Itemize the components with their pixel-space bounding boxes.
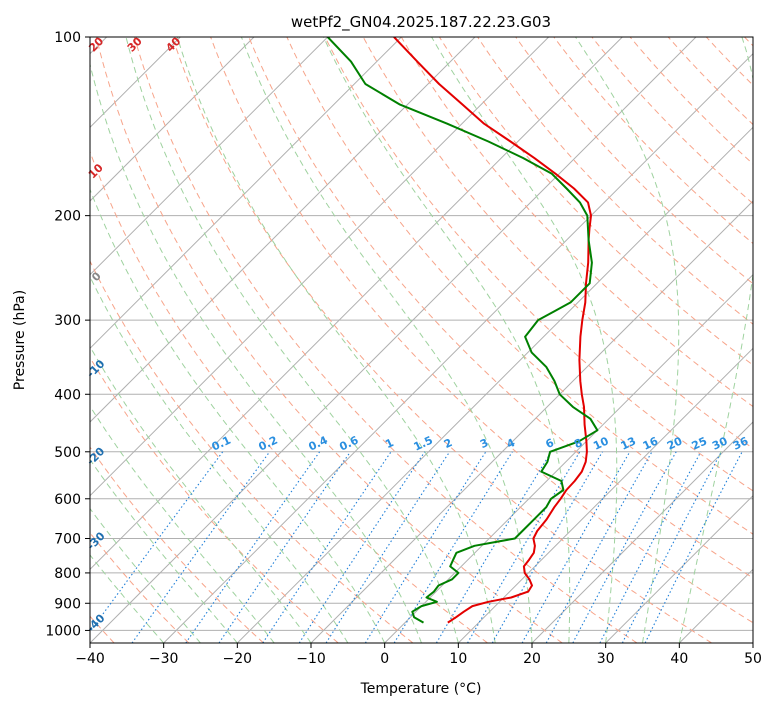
isotherm <box>384 273 753 643</box>
mixing-ratio-label: 13 <box>619 434 638 452</box>
dry-adiabat <box>210 37 753 624</box>
dry-adiabat <box>90 446 264 643</box>
y-tick-label: 200 <box>54 209 81 225</box>
x-tick-label: −30 <box>149 651 179 667</box>
y-tick-label: 900 <box>54 596 81 612</box>
isotherm <box>457 347 753 643</box>
mixing-ratio-label: 20 <box>665 434 685 452</box>
dry-adiabat <box>95 37 563 643</box>
y-tick-label: 500 <box>54 445 81 461</box>
mixing-ratio-line <box>298 451 426 643</box>
y-tick-label: 800 <box>54 566 81 582</box>
dry-adiabat <box>324 37 753 492</box>
x-tick-label: 30 <box>597 651 615 667</box>
dewpoint-line <box>326 37 599 624</box>
isotherm <box>90 37 476 423</box>
y-axis-label: Pressure (hPa) <box>12 290 28 390</box>
x-tick-label: 40 <box>670 651 688 667</box>
dry-adiabat <box>133 37 638 643</box>
dry-adiabat <box>286 37 753 535</box>
moist-adiabat <box>90 62 422 643</box>
y-tick-label: 1000 <box>45 623 81 639</box>
moist-adiabat <box>176 37 496 643</box>
x-axis-label: Temperature (°C) <box>360 681 482 697</box>
mixing-ratio-line <box>325 451 451 643</box>
moist-adiabat <box>90 507 201 643</box>
mixing-ratio-line <box>572 451 677 643</box>
x-tick-label: 0 <box>380 651 389 667</box>
moist-adiabat <box>431 37 618 643</box>
temperature-line <box>393 37 592 624</box>
mixing-ratio-line <box>521 451 631 643</box>
dry-adiabat <box>248 37 753 579</box>
background-lines <box>90 37 753 643</box>
moist-adiabat <box>90 405 275 643</box>
x-tick-label: 10 <box>449 651 467 667</box>
x-tick-label: 50 <box>744 651 762 667</box>
mixing-ratio-line <box>435 451 552 643</box>
x-tick-label: −10 <box>296 651 326 667</box>
moist-adiabat <box>678 37 753 643</box>
mixing-ratio-line <box>545 451 653 643</box>
mixing-ratio-line <box>262 451 392 643</box>
y-axis: 1000 900 800 700 600 500 400 300 200 100 <box>45 30 90 639</box>
isotherm <box>90 37 255 202</box>
x-tick-label: 20 <box>523 651 541 667</box>
moist-adiabat <box>575 37 680 643</box>
isotherm <box>90 37 402 350</box>
x-tick-label: −40 <box>75 651 105 667</box>
mixing-ratio-label: 36 <box>731 434 751 452</box>
mixing-ratio-line <box>364 451 487 643</box>
plot-frame <box>89 36 754 644</box>
x-tick-label: −20 <box>223 651 253 667</box>
y-tick-label: 400 <box>54 387 81 403</box>
mixing-ratio-line <box>185 451 321 643</box>
mixing-ratio-line <box>90 451 224 633</box>
dry-adiabat <box>172 37 712 643</box>
dry-adiabat <box>90 356 339 643</box>
y-tick-label: 300 <box>54 313 81 329</box>
chart-title: wetPf2_GN04.2025.187.22.23.G03 <box>291 13 551 32</box>
mixing-ratio-line <box>131 451 271 643</box>
mixing-ratio-line <box>218 451 351 643</box>
dry-adiabat <box>477 37 753 325</box>
mixing-ratio-label: 16 <box>641 434 661 452</box>
isotherm <box>163 52 753 643</box>
moist-adiabat <box>240 37 533 643</box>
isotherm <box>531 421 753 643</box>
profile-lines <box>326 37 599 624</box>
y-tick-label: 100 <box>54 30 81 46</box>
isotherm <box>236 126 753 643</box>
mixing-ratio-label: 30 <box>710 434 730 452</box>
moist-adiabat <box>90 188 386 643</box>
moist-adiabat <box>125 37 459 643</box>
dry-adiabat <box>515 37 753 285</box>
mixing-ratio-line <box>599 451 702 643</box>
mixing-ratio-line <box>644 451 743 643</box>
isotherm <box>605 494 753 643</box>
mixing-ratio-label: 10 <box>591 434 611 452</box>
y-tick-label: 600 <box>54 492 81 508</box>
y-tick-label: 700 <box>54 532 81 548</box>
isotherm <box>90 37 623 571</box>
isotherm <box>90 37 329 276</box>
dry-adiabat <box>90 259 414 643</box>
isotherm <box>90 37 550 497</box>
x-axis: −40 −30 −20 −10 0 10 20 30 40 50 <box>75 643 762 667</box>
moist-adiabat <box>90 458 238 643</box>
mixing-ratio-label: 25 <box>690 434 709 452</box>
